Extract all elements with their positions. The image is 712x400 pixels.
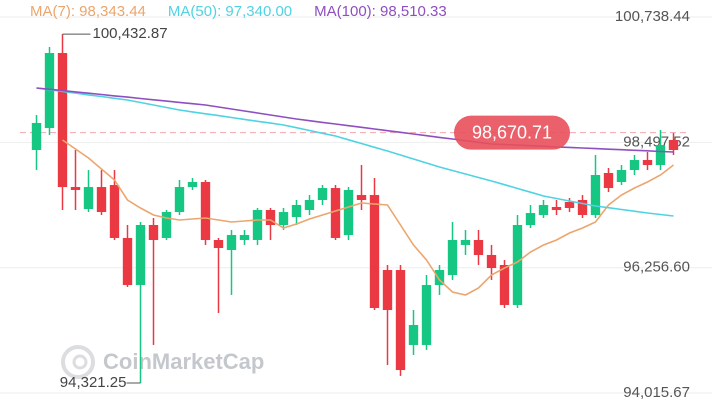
candle-body: [512, 225, 523, 305]
y-tick-label: 94,015.67: [623, 384, 690, 400]
candle-body: [174, 187, 185, 213]
legend-entry: MA(7): 98,343.44: [30, 3, 146, 20]
high-annotation: 100,432.87: [93, 25, 168, 42]
y-tick-label: 100,738.44: [615, 8, 690, 25]
y-tick-label: 96,256.60: [623, 259, 690, 276]
candle-body: [252, 210, 263, 240]
watermark: CoinMarketCap: [103, 349, 264, 374]
candle-body: [590, 175, 601, 215]
candle-body: [616, 170, 627, 182]
candle-body: [434, 270, 445, 286]
ma-line: [36, 87, 674, 217]
candle-body: [330, 188, 341, 238]
candle-body: [70, 187, 81, 190]
candle-body: [135, 225, 146, 286]
candle-body: [447, 239, 458, 275]
ma-line: [36, 87, 674, 153]
candle-body: [460, 239, 471, 245]
candle-body: [486, 254, 497, 269]
candle-body: [148, 225, 159, 240]
candle-body: [369, 195, 380, 308]
candle-body: [265, 210, 276, 225]
candle-body: [551, 206, 562, 211]
candle-body: [291, 204, 302, 218]
candle-body: [343, 189, 354, 236]
candle-body: [304, 200, 315, 211]
watermark-logo: [61, 345, 95, 379]
low-annotation: 94,321.25: [60, 374, 127, 391]
legend-entry: MA(100): 98,510.33: [314, 3, 447, 20]
candle-body: [200, 181, 211, 240]
candle-body: [655, 145, 666, 165]
ma-line: [62, 139, 674, 296]
legend-entry: MA(50): 97,340.00: [168, 3, 292, 20]
last-price-label: 98,670.71: [472, 122, 552, 142]
candle-body: [57, 53, 68, 188]
candle-body: [499, 264, 510, 305]
candle-body: [642, 160, 653, 165]
candle-body: [421, 285, 432, 345]
candle-body: [473, 239, 484, 255]
candle-body: [317, 188, 328, 200]
candle-body: [603, 172, 614, 189]
candle-body: [83, 187, 94, 210]
candle-body: [213, 239, 224, 248]
candle-body: [31, 122, 42, 150]
candle-body: [395, 270, 406, 371]
candle-body: [226, 235, 237, 250]
candle-body: [668, 139, 679, 150]
candle-body: [122, 237, 133, 286]
candle-body: [564, 202, 575, 208]
candle-body: [239, 235, 250, 240]
candle-body: [356, 195, 367, 200]
candle-body: [577, 200, 588, 215]
candle-body: [525, 213, 536, 225]
candle-body: [161, 212, 172, 238]
candle-body: [278, 212, 289, 225]
candle-body: [96, 187, 107, 213]
last-price-badge: [454, 115, 570, 150]
candle-body: [538, 204, 549, 215]
candle-body: [382, 270, 393, 311]
candle-body: [109, 185, 120, 238]
candle-body: [187, 181, 198, 188]
candle-body: [629, 160, 640, 171]
candle-body: [408, 325, 419, 345]
candle-body: [44, 53, 55, 129]
